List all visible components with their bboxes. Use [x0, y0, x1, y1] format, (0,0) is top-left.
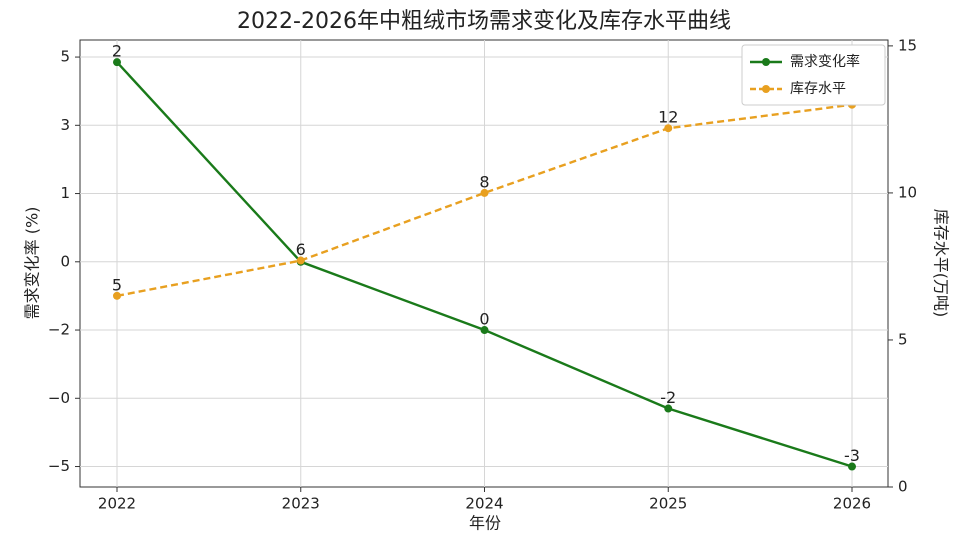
- data-label: 0: [479, 310, 489, 329]
- y2-tick-label: 0: [898, 478, 908, 496]
- y-tick-label: −2: [48, 321, 70, 339]
- y2-tick-label: 15: [898, 36, 917, 54]
- data-point: [480, 326, 489, 335]
- chart-title: 2022-2026年中粗绒市场需求变化及库存水平曲线: [237, 9, 731, 34]
- data-label: 12: [658, 108, 678, 127]
- data-point: [480, 188, 489, 197]
- x-axis-label: 年份: [469, 514, 501, 533]
- data-label: 6: [296, 240, 306, 259]
- data-point: [113, 58, 121, 67]
- series-line: [116, 103, 853, 298]
- data-label: 2: [112, 42, 122, 61]
- y-tick-label: −5: [48, 457, 70, 475]
- legend-label: 库存水平: [790, 81, 846, 97]
- y-tick-label: 5: [60, 48, 70, 66]
- grid: [80, 40, 888, 487]
- legend-marker: [762, 85, 770, 93]
- y-axis-label: 需求变化率 (%): [23, 207, 42, 320]
- x-tick-label: 2025: [649, 495, 687, 513]
- y-tick-label: 1: [60, 184, 70, 202]
- y2-axis-label: 库存水平(万吨): [932, 209, 951, 318]
- data-point: [113, 291, 121, 300]
- data-label: 5: [112, 275, 122, 294]
- y-tick-label: −0: [48, 389, 70, 407]
- data-label: 8: [479, 172, 489, 191]
- x-tick-label: 2022: [98, 495, 136, 513]
- data-point: [296, 256, 305, 265]
- data-point: [664, 404, 673, 413]
- y2-tick-label: 10: [898, 183, 917, 201]
- legend-label: 需求变化率: [790, 53, 860, 70]
- y-tick-label: 3: [60, 116, 70, 134]
- y2-tick-label: 5: [898, 330, 908, 348]
- y-tick-label: 0: [60, 252, 70, 270]
- data-point: [664, 124, 673, 133]
- data-label: -2: [660, 388, 676, 407]
- data-label: -3: [844, 446, 860, 465]
- data-point: [848, 462, 856, 471]
- legend-marker: [762, 58, 770, 66]
- x-tick-label: 2026: [833, 495, 871, 513]
- x-tick-label: 2024: [465, 495, 503, 513]
- x-tick-label: 2023: [282, 495, 320, 513]
